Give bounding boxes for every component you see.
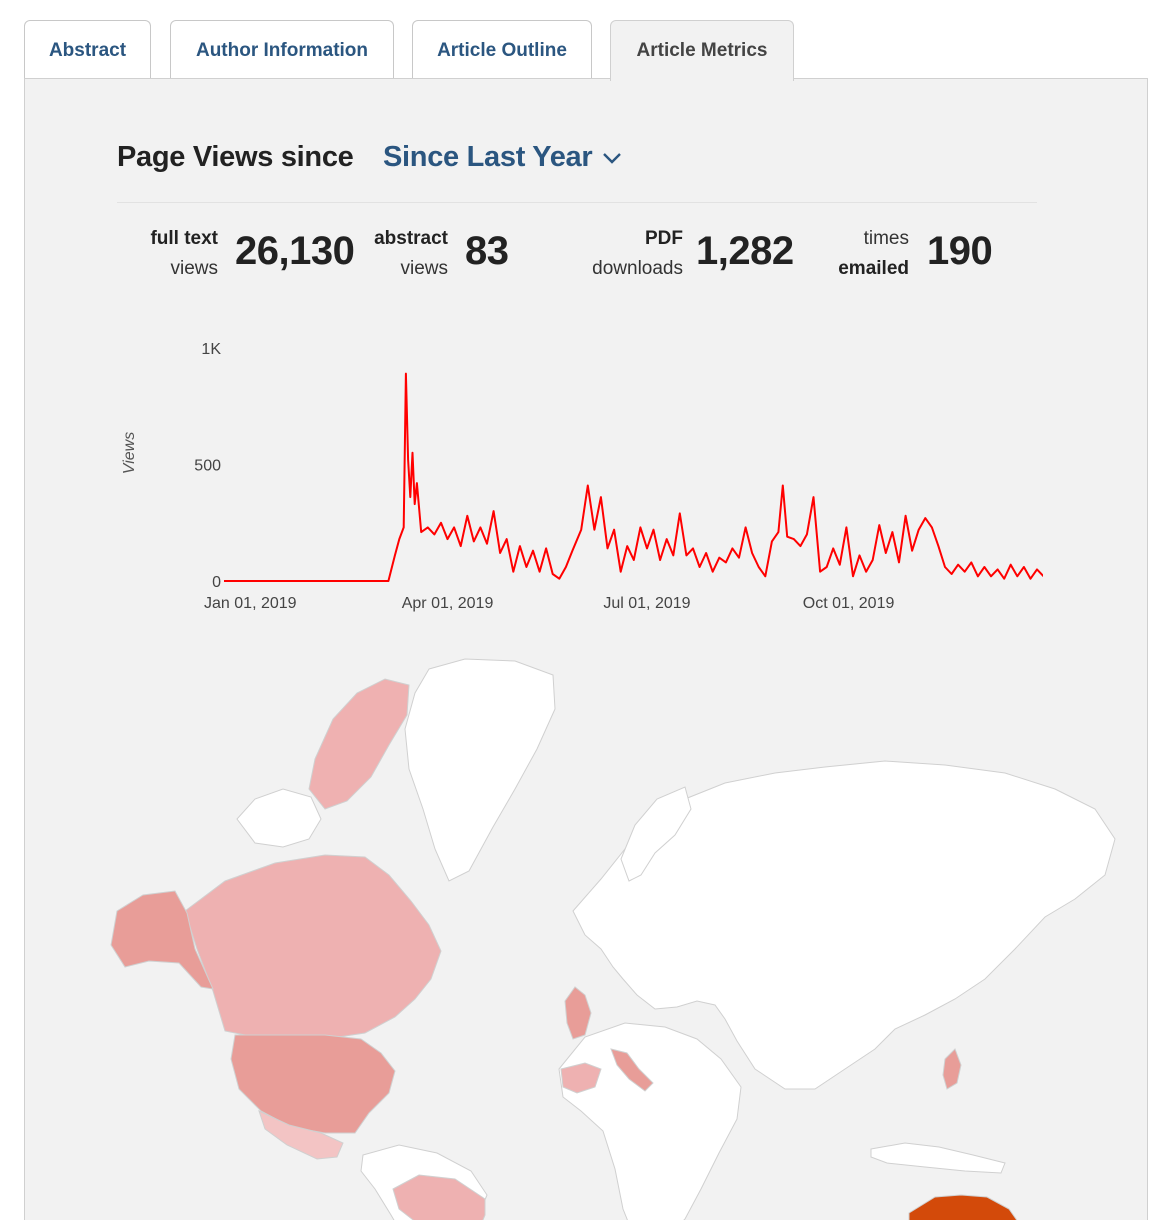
y-tick-label: 0 bbox=[212, 574, 221, 591]
greenland-region[interactable] bbox=[404, 658, 556, 882]
united-kingdom-region[interactable] bbox=[564, 986, 592, 1040]
eurasia-region[interactable] bbox=[572, 760, 1116, 1090]
scandinavia-region[interactable] bbox=[620, 786, 692, 882]
period-dropdown-label: Since Last Year bbox=[383, 141, 593, 173]
brazil-region[interactable] bbox=[392, 1174, 486, 1220]
article-metrics-panel: Page Views since Since Last Year full te… bbox=[24, 78, 1148, 1220]
x-tick-label: Oct 01, 2019 bbox=[803, 595, 895, 612]
mexico-region[interactable] bbox=[258, 1110, 344, 1160]
japan-region[interactable] bbox=[942, 1048, 962, 1090]
x-tick-label: Jul 01, 2019 bbox=[603, 595, 690, 612]
pdf-downloads-value: 1,282 bbox=[696, 229, 794, 273]
x-tick-label: Apr 01, 2019 bbox=[402, 595, 494, 612]
page-views-chart: Views 0 500 1K Jan 01, 2019 Apr 01, 2019 Jul… bbox=[121, 341, 1043, 612]
times-emailed-label: times emailed bbox=[838, 228, 909, 279]
africa-region[interactable] bbox=[558, 1022, 742, 1220]
canada-arctic-west-region[interactable] bbox=[236, 788, 322, 848]
canada-arctic-region[interactable] bbox=[308, 678, 410, 810]
spain-region[interactable] bbox=[560, 1062, 602, 1094]
full-text-views-label: full text views bbox=[150, 228, 218, 279]
indonesia-region[interactable] bbox=[870, 1142, 1006, 1174]
tab-author-information[interactable]: Author Information bbox=[170, 20, 394, 80]
full-text-views-value: 26,130 bbox=[235, 229, 355, 273]
italy-region[interactable] bbox=[610, 1048, 654, 1092]
y-tick-label: 1K bbox=[201, 341, 221, 358]
tab-abstract[interactable]: Abstract bbox=[24, 20, 151, 80]
world-map bbox=[110, 658, 1116, 1220]
united-states-region[interactable] bbox=[230, 1034, 396, 1134]
tab-article-metrics[interactable]: Article Metrics bbox=[610, 20, 794, 81]
y-axis-label: Views bbox=[121, 432, 138, 474]
tab-article-outline[interactable]: Article Outline bbox=[412, 20, 592, 80]
y-tick-label: 500 bbox=[194, 458, 221, 475]
period-dropdown[interactable]: Since Last Year bbox=[383, 141, 622, 174]
australia-region[interactable] bbox=[908, 1194, 1025, 1220]
chevron-down-icon bbox=[603, 152, 622, 164]
alaska-region[interactable] bbox=[110, 890, 214, 990]
x-tick-label: Jan 01, 2019 bbox=[204, 595, 297, 612]
divider bbox=[117, 202, 1037, 203]
times-emailed-value: 190 bbox=[927, 229, 993, 273]
canada-region[interactable] bbox=[184, 854, 442, 1040]
views-series-line bbox=[224, 372, 1043, 582]
abstract-views-value: 83 bbox=[465, 229, 509, 273]
pdf-downloads-label: PDF downloads bbox=[592, 228, 683, 279]
page-views-title: Page Views since bbox=[117, 141, 354, 173]
abstract-views-label: abstract views bbox=[374, 228, 448, 279]
